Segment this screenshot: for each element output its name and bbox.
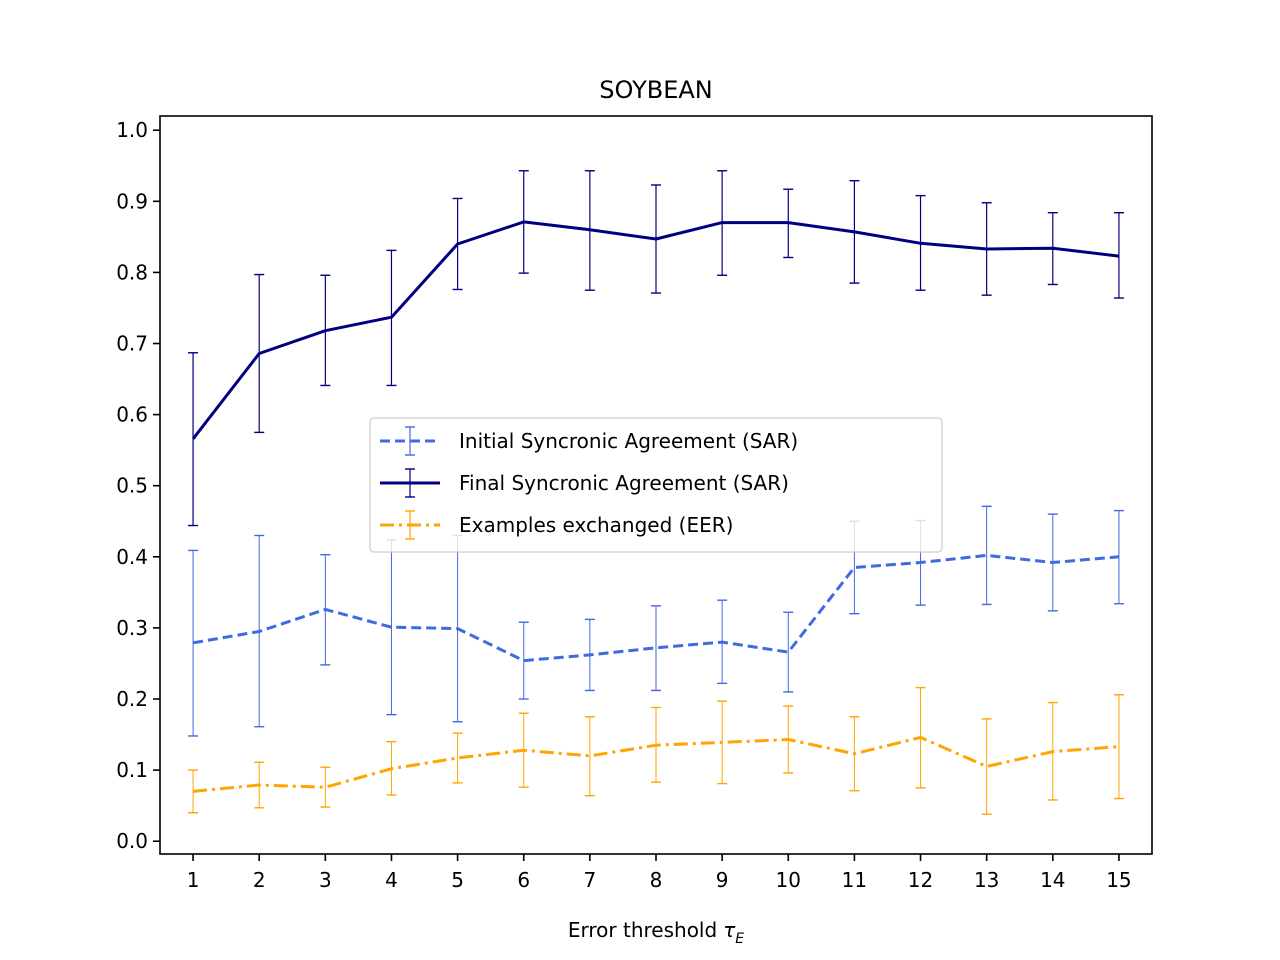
x-tick-label: 5: [451, 868, 464, 892]
x-axis-label-subscript: E: [735, 931, 744, 947]
series-line: [192, 553, 1120, 663]
y-tick-label: 0.6: [116, 403, 148, 427]
series-1: [188, 505, 1124, 737]
y-tick-label: 0.2: [116, 687, 148, 711]
x-tick-label: 3: [319, 868, 332, 892]
legend: Initial Syncronic Agreement (SAR) Final S…: [369, 417, 943, 553]
legend-label: Examples exchanged (EER): [459, 513, 733, 537]
x-tick-label: 14: [1040, 868, 1065, 892]
x-tick-label: 2: [253, 868, 266, 892]
x-axis-label-symbol: τ: [723, 918, 736, 942]
series-layer: [188, 170, 1124, 815]
x-tick-label: 7: [583, 868, 596, 892]
x-tick-label: 4: [385, 868, 398, 892]
y-tick-label: 1.0: [116, 118, 148, 142]
x-tick-label: 8: [650, 868, 663, 892]
x-axis-label: Error threshold τE: [568, 918, 744, 947]
y-tick-label: 0.9: [116, 189, 148, 213]
legend-box: [369, 417, 943, 553]
legend-item: Initial Syncronic Agreement (SAR): [380, 426, 798, 456]
series-line: [191, 220, 1120, 440]
y-tick-label: 0.3: [116, 616, 148, 640]
x-tick-label: 6: [517, 868, 530, 892]
x-tick-label: 10: [776, 868, 801, 892]
legend-item: Examples exchanged (EER): [380, 510, 733, 540]
series-line: [192, 735, 1120, 793]
x-tick-label: 15: [1106, 868, 1131, 892]
legend-label: Final Syncronic Agreement (SAR): [459, 471, 789, 495]
x-tick-label: 9: [716, 868, 729, 892]
x-axis-label-text: Error threshold: [568, 918, 717, 942]
axis-layer: 1 2 3 4 5 6 7 8 9 10 11 12 13 14 150.00.10.20.30.40.50…: [116, 118, 1131, 892]
y-tick-label: 0.7: [116, 332, 148, 356]
x-tick-label: 1: [187, 868, 200, 892]
y-tick-label: 0.0: [116, 829, 148, 853]
series-2: [188, 170, 1124, 527]
y-tick-label: 0.1: [116, 758, 148, 782]
x-tick-label: 12: [908, 868, 933, 892]
y-tick-label: 0.4: [116, 545, 148, 569]
y-tick-label: 0.5: [116, 474, 148, 498]
legend-label: Initial Syncronic Agreement (SAR): [459, 429, 798, 453]
x-tick-label: 11: [842, 868, 867, 892]
series-3: [188, 686, 1124, 815]
y-tick-label: 0.8: [116, 260, 148, 284]
legend-item: Final Syncronic Agreement (SAR): [380, 468, 789, 498]
x-tick-label: 13: [974, 868, 999, 892]
chart-title: SOYBEAN: [599, 76, 712, 104]
